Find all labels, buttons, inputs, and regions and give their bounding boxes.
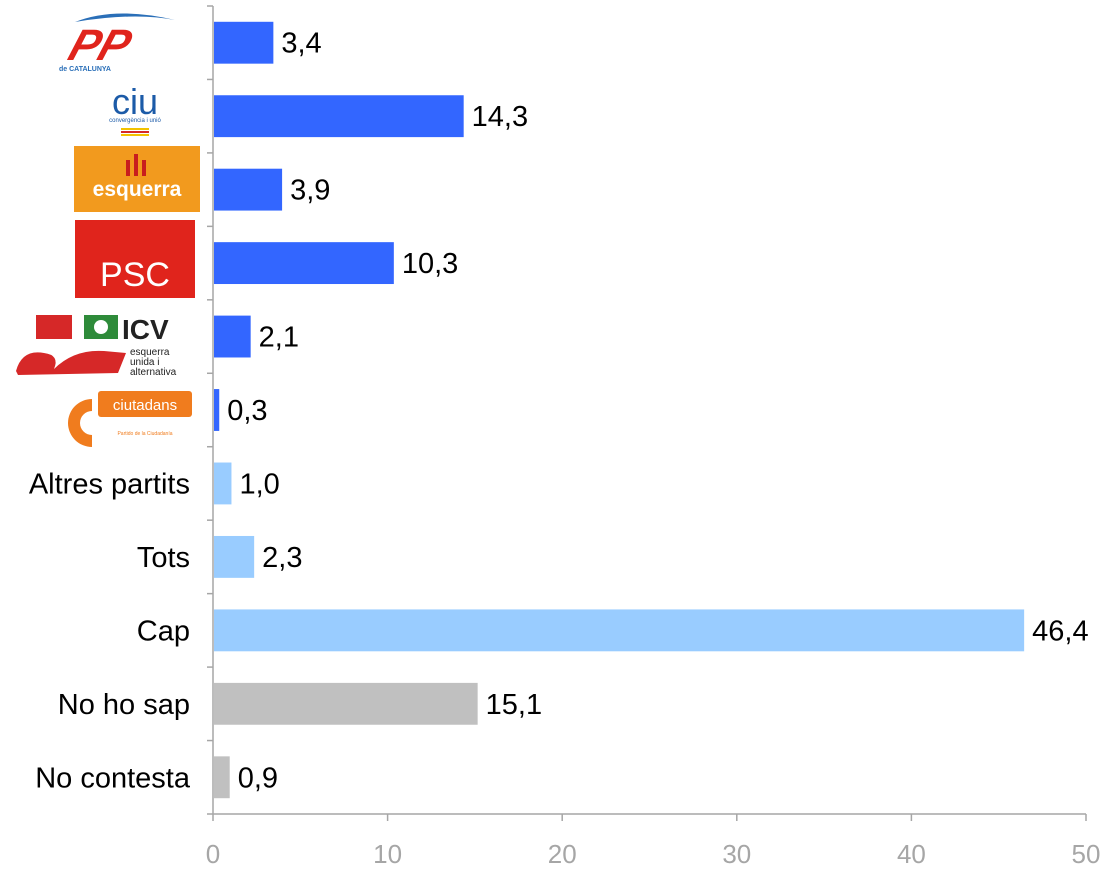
bar — [214, 682, 478, 725]
bar — [214, 21, 274, 64]
ciu-logo-text: ciu — [112, 81, 158, 122]
chart-bars — [214, 21, 1025, 799]
pp-logo-bird — [75, 13, 175, 22]
ciutadans-logo-text: ciutadans — [113, 397, 177, 414]
psc-logo: PSC — [75, 220, 195, 298]
value-label: 10,3 — [402, 248, 458, 280]
esquerra-logo: esquerra — [74, 146, 200, 212]
esquerra-logo-text: esquerra — [93, 178, 182, 201]
bar — [214, 168, 283, 211]
x-tick-label: 10 — [373, 839, 402, 869]
bar — [214, 95, 464, 138]
value-label: 14,3 — [472, 101, 528, 133]
value-labels: 3,4 14,3 3,9 10,3 2,1 0,3 1,0 2,3 46,4 15,1 0,9 — [227, 28, 1088, 795]
icv-logo-line3: alternativa — [130, 367, 177, 377]
x-tick-label: 0 — [206, 839, 220, 869]
value-label: 15,1 — [486, 689, 542, 721]
category-label: No contesta — [35, 762, 191, 794]
euia-logo-mark — [16, 350, 126, 375]
bar — [214, 242, 394, 285]
value-label: 3,4 — [281, 28, 321, 60]
bar — [214, 389, 220, 431]
icv-logo-text: ICV — [122, 314, 169, 345]
bar — [214, 462, 232, 505]
value-label: 0,9 — [238, 762, 278, 794]
value-label: 2,1 — [259, 322, 299, 354]
category-labels: Altres partits Tots Cap No ho sap No contest… — [29, 468, 191, 794]
ciutadans-logo-bubble — [98, 391, 192, 417]
chart-axes — [207, 5, 1087, 821]
esquerra-logo-flame — [126, 154, 146, 176]
ciutadans-logo-c — [68, 399, 92, 447]
bar — [214, 609, 1025, 652]
value-label: 46,4 — [1032, 615, 1088, 647]
pp-logo-text: PP — [63, 20, 139, 70]
pp-logo: PP de CATALUNYA — [55, 8, 195, 74]
ciutadans-logo: ciutadans Partido de la Ciudadanía — [60, 385, 196, 457]
pp-logo-subtext: de CATALUNYA — [59, 66, 111, 73]
bar — [214, 315, 251, 358]
icv-logo-line2: unida i — [130, 357, 159, 368]
category-label: Altres partits — [29, 468, 190, 500]
ciutadans-logo-subtext: Partido de la Ciudadanía — [117, 431, 172, 437]
x-tick-label: 40 — [897, 839, 926, 869]
value-label: 3,9 — [290, 175, 330, 207]
value-label: 2,3 — [262, 542, 302, 574]
x-tick-label: 30 — [722, 839, 751, 869]
value-label: 1,0 — [239, 468, 279, 500]
category-label: Cap — [137, 615, 190, 647]
x-tick-label: 20 — [548, 839, 577, 869]
x-tick-label: 50 — [1072, 839, 1101, 869]
bar — [214, 535, 255, 578]
ciu-logo-subtext: convergència i unió — [109, 118, 161, 124]
ciu-logo: ciu convergència i unió — [75, 80, 195, 138]
value-label: 0,3 — [227, 395, 267, 427]
icv-euia-logo: ICV esquerra unida i alternativa — [14, 313, 202, 377]
bar — [214, 756, 230, 799]
icv-logo-line1: esquerra — [130, 347, 170, 358]
icv-logo-red-box — [36, 315, 72, 339]
ciu-logo-flag-stripes — [121, 128, 149, 136]
category-label: No ho sap — [58, 689, 190, 721]
psc-logo-text: PSC — [100, 256, 170, 294]
x-tick-labels: 0 10 20 30 40 50 — [206, 839, 1101, 869]
category-label: Tots — [137, 542, 190, 574]
